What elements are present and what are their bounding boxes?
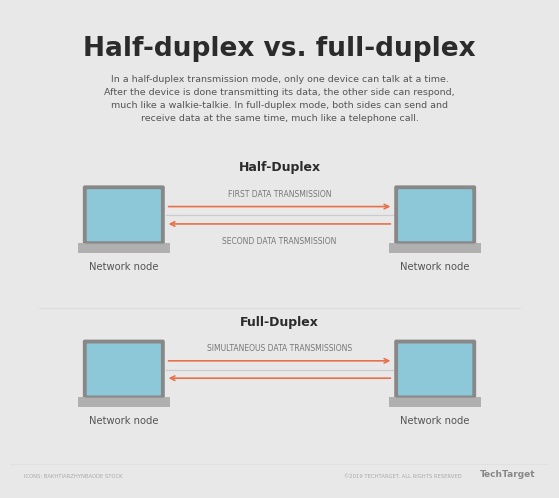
Text: In a half-duplex transmission mode, only one device can talk at a time.
After th: In a half-duplex transmission mode, only… — [104, 75, 455, 123]
FancyBboxPatch shape — [398, 344, 472, 395]
FancyBboxPatch shape — [398, 189, 472, 242]
Text: Network node: Network node — [400, 261, 470, 271]
Text: Half-Duplex: Half-Duplex — [239, 161, 320, 174]
FancyBboxPatch shape — [394, 185, 476, 245]
FancyBboxPatch shape — [83, 185, 165, 245]
Text: Half-duplex vs. full-duplex: Half-duplex vs. full-duplex — [83, 36, 476, 62]
Text: TechTarget: TechTarget — [480, 471, 536, 480]
Text: ©2019 TECHTARGET. ALL RIGHTS RESERVED: ©2019 TECHTARGET. ALL RIGHTS RESERVED — [344, 475, 462, 480]
Text: Network node: Network node — [89, 261, 159, 271]
Text: Network node: Network node — [89, 416, 159, 426]
FancyBboxPatch shape — [83, 340, 165, 399]
Text: FIRST DATA TRANSMISSION: FIRST DATA TRANSMISSION — [228, 190, 331, 199]
Text: SECOND DATA TRANSMISSION: SECOND DATA TRANSMISSION — [222, 238, 337, 247]
FancyBboxPatch shape — [87, 344, 161, 395]
Bar — [78, 243, 169, 253]
Bar — [390, 397, 481, 407]
Text: SIMULTANEOUS DATA TRANSMISSIONS: SIMULTANEOUS DATA TRANSMISSIONS — [207, 344, 352, 353]
Bar — [78, 397, 169, 407]
Text: Full-Duplex: Full-Duplex — [240, 316, 319, 329]
FancyBboxPatch shape — [87, 189, 161, 242]
Text: ICONS: BAKHTIARZHYNBAODE STOCK: ICONS: BAKHTIARZHYNBAODE STOCK — [23, 475, 122, 480]
Text: Network node: Network node — [400, 416, 470, 426]
Bar — [390, 243, 481, 253]
FancyBboxPatch shape — [394, 340, 476, 399]
